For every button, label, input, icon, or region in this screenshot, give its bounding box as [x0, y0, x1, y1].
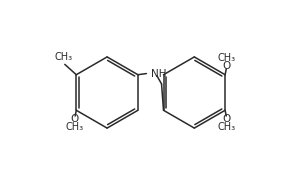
Text: CH₃: CH₃ [218, 122, 236, 132]
Text: O: O [222, 114, 231, 124]
Text: O: O [222, 61, 231, 71]
Text: CH₃: CH₃ [218, 53, 236, 63]
Text: NH: NH [151, 69, 166, 79]
Text: CH₃: CH₃ [55, 52, 73, 62]
Text: O: O [71, 114, 79, 124]
Text: CH₃: CH₃ [66, 122, 84, 132]
